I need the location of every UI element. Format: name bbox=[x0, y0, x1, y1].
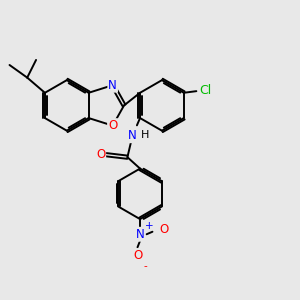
Text: N: N bbox=[108, 79, 117, 92]
Text: O: O bbox=[108, 119, 117, 132]
Text: N: N bbox=[128, 129, 137, 142]
Text: Cl: Cl bbox=[199, 84, 212, 97]
Text: +: + bbox=[145, 221, 154, 231]
Text: -: - bbox=[144, 261, 148, 271]
Text: H: H bbox=[141, 130, 149, 140]
Text: O: O bbox=[96, 148, 105, 161]
Text: O: O bbox=[160, 223, 169, 236]
Text: N: N bbox=[136, 228, 144, 241]
Text: O: O bbox=[133, 249, 142, 262]
